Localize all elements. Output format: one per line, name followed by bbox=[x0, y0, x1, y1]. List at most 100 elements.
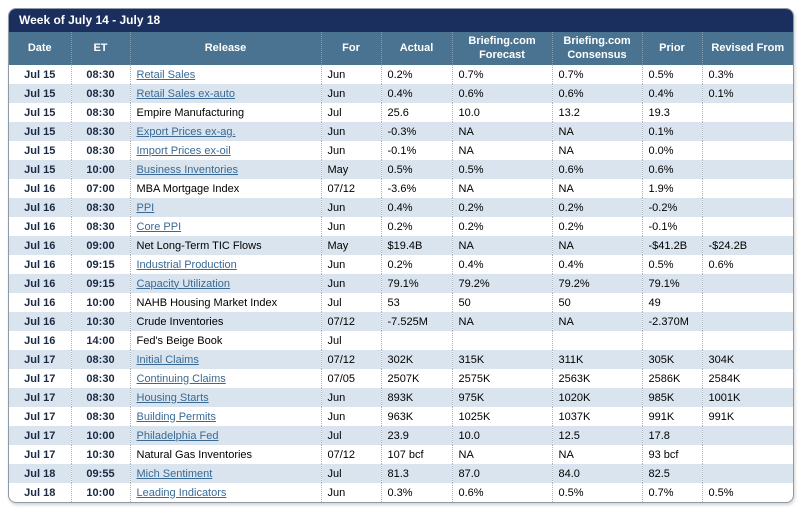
cell-et: 10:00 bbox=[70, 293, 130, 312]
calendar-row: Jul 15 08:30 Retail Sales Jun 0.2% 0.7% 0.7% 0.… bbox=[9, 65, 793, 84]
cell-actual: 893K bbox=[380, 388, 452, 407]
cell-revised: -$24.2B bbox=[701, 236, 793, 255]
release-link[interactable]: Mich Sentiment bbox=[136, 467, 213, 480]
cell-release: Capacity Utilization bbox=[129, 274, 321, 293]
release-link[interactable]: Initial Claims bbox=[136, 353, 199, 366]
cell-for: Jul bbox=[320, 293, 381, 312]
release-link[interactable]: Philadelphia Fed bbox=[136, 429, 219, 442]
cell-date: Jul 16 bbox=[24, 220, 56, 233]
cell-prior: 19.3 bbox=[641, 103, 702, 122]
cell-for: Jul bbox=[320, 464, 381, 483]
cell-for: 07/05 bbox=[320, 369, 381, 388]
column-header-et: ET bbox=[70, 32, 130, 65]
cell-for: 07/12 bbox=[320, 312, 381, 331]
release-link[interactable]: Leading Indicators bbox=[136, 486, 227, 499]
cell-date: Jul 16 bbox=[24, 201, 56, 214]
calendar-row: Jul 16 10:30 Crude Inventories 07/12 -7.525M… bbox=[9, 312, 793, 331]
cell-prior: 0.6% bbox=[641, 160, 702, 179]
cell-prior: 93 bcf bbox=[641, 445, 702, 464]
cell-date: Jul 17 bbox=[24, 372, 56, 385]
column-header-date: Date bbox=[9, 32, 71, 65]
cell-forecast: 79.2% bbox=[451, 274, 552, 293]
cell-actual: 0.4% bbox=[380, 84, 452, 103]
release-link[interactable]: Import Prices ex-oil bbox=[136, 144, 231, 157]
cell-for: Jul bbox=[320, 426, 381, 445]
release-link[interactable]: Housing Starts bbox=[136, 391, 209, 404]
cell-prior: -$41.2B bbox=[641, 236, 702, 255]
cell-consensus: NA bbox=[551, 445, 642, 464]
cell-consensus: 1020K bbox=[551, 388, 642, 407]
cell-consensus: 0.4% bbox=[551, 255, 642, 274]
cell-release: Continuing Claims bbox=[129, 369, 321, 388]
release-link[interactable]: Retail Sales bbox=[136, 68, 196, 81]
column-header-actual: Actual bbox=[380, 32, 452, 65]
release-link[interactable]: Building Permits bbox=[136, 410, 216, 423]
cell-revised: 2584K bbox=[701, 369, 793, 388]
cell-for: Jun bbox=[320, 388, 381, 407]
cell-et: 08:30 bbox=[70, 65, 130, 84]
release-link[interactable]: Export Prices ex-ag. bbox=[136, 125, 236, 138]
cell-revised bbox=[701, 312, 793, 331]
cell-forecast: 0.4% bbox=[451, 255, 552, 274]
cell-revised: 304K bbox=[701, 350, 793, 369]
cell-forecast: NA bbox=[451, 141, 552, 160]
release-link[interactable]: Industrial Production bbox=[136, 258, 237, 271]
cell-revised: 0.6% bbox=[701, 255, 793, 274]
cell-revised bbox=[701, 198, 793, 217]
calendar-row: Jul 15 08:30 Export Prices ex-ag. Jun -0.3% N… bbox=[9, 122, 793, 141]
cell-forecast: NA bbox=[451, 445, 552, 464]
release-link[interactable]: Continuing Claims bbox=[136, 372, 226, 385]
cell-et: 09:15 bbox=[70, 274, 130, 293]
cell-release: Building Permits bbox=[129, 407, 321, 426]
cell-consensus: NA bbox=[551, 141, 642, 160]
release-link[interactable]: Capacity Utilization bbox=[136, 277, 231, 290]
cell-release: Retail Sales bbox=[129, 65, 321, 84]
cell-consensus: 0.6% bbox=[551, 160, 642, 179]
cell-date: Jul 17 bbox=[24, 391, 56, 404]
cell-actual: -0.1% bbox=[380, 141, 452, 160]
release-link[interactable]: Retail Sales ex-auto bbox=[136, 87, 235, 100]
cell-prior: -0.1% bbox=[641, 217, 702, 236]
cell-consensus bbox=[551, 331, 642, 350]
cell-prior: 991K bbox=[641, 407, 702, 426]
calendar-row: Jul 16 07:00 MBA Mortgage Index 07/12 -3.6% N… bbox=[9, 179, 793, 198]
cell-revised bbox=[701, 160, 793, 179]
cell-actual: 23.9 bbox=[380, 426, 452, 445]
cell-release: Retail Sales ex-auto bbox=[129, 84, 321, 103]
cell-consensus: NA bbox=[551, 236, 642, 255]
cell-revised bbox=[701, 141, 793, 160]
cell-actual bbox=[380, 331, 452, 350]
cell-forecast: 87.0 bbox=[451, 464, 552, 483]
cell-consensus: 0.5% bbox=[551, 483, 642, 502]
release-link[interactable]: PPI bbox=[136, 201, 155, 214]
cell-revised bbox=[701, 293, 793, 312]
cell-et: 08:30 bbox=[70, 141, 130, 160]
release-link[interactable]: Business Inventories bbox=[136, 163, 239, 176]
column-header-prior: Prior bbox=[641, 32, 702, 65]
cell-revised: 1001K bbox=[701, 388, 793, 407]
cell-revised: 0.5% bbox=[701, 483, 793, 502]
cell-date: Jul 16 bbox=[24, 334, 56, 347]
cell-release: Crude Inventories bbox=[129, 312, 321, 331]
cell-date: Jul 18 bbox=[24, 486, 56, 499]
cell-revised bbox=[701, 331, 793, 350]
cell-forecast: 0.5% bbox=[451, 160, 552, 179]
cell-prior: 0.5% bbox=[641, 65, 702, 84]
release-link[interactable]: Core PPI bbox=[136, 220, 182, 233]
cell-consensus: 1037K bbox=[551, 407, 642, 426]
cell-revised bbox=[701, 217, 793, 236]
cell-prior: 49 bbox=[641, 293, 702, 312]
cell-forecast: 10.0 bbox=[451, 103, 552, 122]
cell-for: Jul bbox=[320, 331, 381, 350]
cell-et: 07:00 bbox=[70, 179, 130, 198]
calendar-row: Jul 16 08:30 PPI Jun 0.4% 0.2% 0.2% -0.2% bbox=[9, 198, 793, 217]
cell-actual: 0.5% bbox=[380, 160, 452, 179]
cell-revised bbox=[701, 445, 793, 464]
cell-release: Leading Indicators bbox=[129, 483, 321, 502]
cell-forecast: NA bbox=[451, 312, 552, 331]
release-label: MBA Mortgage Index bbox=[136, 182, 240, 195]
cell-release: Natural Gas Inventories bbox=[129, 445, 321, 464]
calendar-row: Jul 18 09:55 Mich Sentiment Jul 81.3 87.0 84.0… bbox=[9, 464, 793, 483]
cell-forecast: NA bbox=[451, 122, 552, 141]
cell-prior: 79.1% bbox=[641, 274, 702, 293]
